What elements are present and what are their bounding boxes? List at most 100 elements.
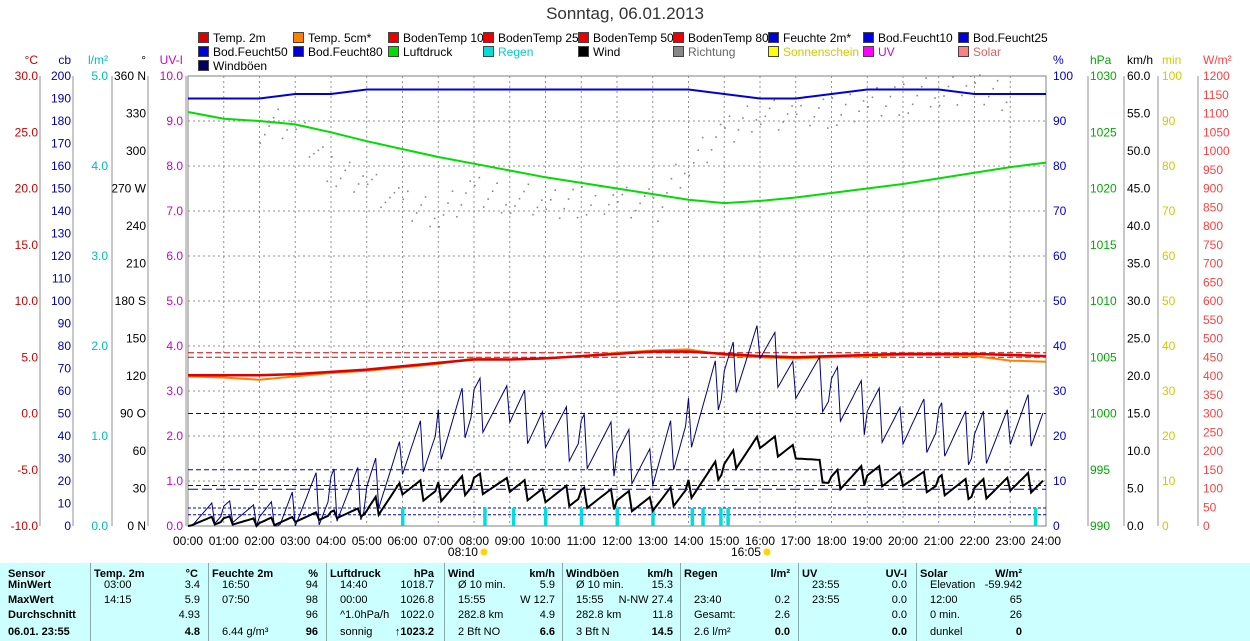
wind-direction-point [643, 195, 646, 197]
legend-label: Bod.Feucht50 [213, 45, 288, 59]
stats-cell: °C [185, 568, 198, 580]
wind-direction-point [929, 106, 932, 108]
wind-direction-point [509, 212, 512, 214]
wind-direction-point [344, 169, 346, 172]
axis-tick-uvi: 8.0 [166, 159, 183, 173]
legend-label: Wind [593, 45, 621, 59]
wind-direction-point [728, 115, 731, 117]
axis-tick-wm2: 1150 [1203, 88, 1229, 102]
axis-unit-rain: l/m² [88, 53, 108, 67]
axis-tick-rain: 5.0 [91, 69, 108, 83]
wind-direction-point [407, 190, 409, 193]
axis-tick-cb: 60 [58, 384, 72, 398]
sunrise-label: 08:10 [448, 545, 478, 559]
x-tick-label: 19:00 [852, 534, 882, 548]
wind-direction-point [469, 180, 472, 182]
stats-cell: 14.5 [651, 626, 673, 638]
wind-direction-point [612, 194, 615, 196]
wind-direction-point [916, 94, 918, 97]
rain-bar [719, 508, 723, 526]
wind-direction-point [456, 216, 458, 218]
x-tick-label: 13:00 [638, 534, 668, 548]
axis-tick-hum: 60 [1053, 249, 1067, 263]
legend-swatch [198, 60, 209, 71]
stats-cell: 3.4 [184, 579, 200, 591]
axis-tick-wm2: 950 [1203, 163, 1223, 177]
axis-tick-dir: 150 [126, 332, 146, 346]
axis-tick-cb: 160 [51, 159, 71, 173]
legend-label: Temp. 2m [213, 31, 266, 45]
axis-unit-dir: ° [141, 53, 146, 67]
wind-direction-point [500, 211, 503, 214]
stats-cell: 4.93 [178, 609, 200, 621]
axis-tick-dir: 240 [126, 219, 146, 233]
wind-direction-point [523, 190, 525, 193]
wind-gust-line [188, 325, 1044, 527]
axis-tick-dir: 30 [133, 482, 147, 496]
axis-tick-wm2: 200 [1203, 444, 1223, 458]
wind-direction-point [773, 99, 775, 102]
axis-unit-cb: cb [58, 53, 71, 67]
axis-tick-kmh: 10.0 [1127, 444, 1151, 458]
wind-direction-point [831, 97, 834, 99]
wind-direction-point [974, 82, 977, 84]
wind-direction-point [818, 107, 820, 109]
rain-bar [401, 508, 405, 526]
axis-tick-cb: 140 [51, 204, 71, 218]
stats-cell: Elevation [930, 579, 976, 591]
wind-direction-point [894, 86, 896, 88]
axis-tick-wm2: 350 [1203, 388, 1223, 402]
wind-direction-point [331, 156, 333, 158]
stats-cell: Regen [684, 568, 718, 580]
axis-tick-uvi: 6.0 [166, 249, 183, 263]
axis-tick-wm2: 0 [1203, 519, 1210, 533]
temp-2m-line [188, 350, 1047, 377]
axis-tick-dir: 330 [126, 107, 146, 121]
wind-direction-point [889, 95, 892, 98]
legend-swatch [293, 32, 304, 43]
wind-direction-point [876, 86, 878, 89]
wind-direction-point [389, 196, 391, 199]
wind-direction-point [715, 136, 717, 138]
wind-direction-point [925, 77, 927, 79]
wind-direction-point [701, 136, 704, 139]
wind-direction-point [706, 161, 708, 164]
wind-direction-point [737, 129, 740, 131]
wind-direction-point [277, 108, 279, 111]
axis-tick-cb: 40 [58, 429, 72, 443]
legend-label: Bod.Feucht10 [878, 31, 953, 45]
axis-tick-hpa: 1000 [1090, 407, 1117, 421]
wind-direction-point [822, 98, 825, 101]
wind-direction-point [375, 173, 378, 176]
stats-cell: 2 Bft NO [458, 626, 501, 638]
x-tick-label: 10:00 [530, 534, 560, 548]
wind-direction-point [786, 113, 789, 115]
axis-tick-min: 10 [1162, 474, 1176, 488]
legend-item: UV [863, 45, 895, 59]
legend-item: BodenTemp 25 [483, 31, 579, 45]
axis-tick-uvi: 10.0 [160, 69, 184, 83]
axis-tick-kmh: 35.0 [1127, 257, 1151, 271]
wind-direction-point [746, 105, 749, 107]
wind-direction-point [326, 180, 329, 183]
stats-cell: 15:55 [576, 594, 604, 606]
legend-item: Bod.Feucht50 [198, 45, 288, 59]
axis-tick-rain: 3.0 [91, 249, 108, 263]
axis-tick-uvi: 0.0 [166, 519, 183, 533]
x-tick-label: 15:00 [709, 534, 739, 548]
axis-tick-kmh: 15.0 [1127, 407, 1151, 421]
axis-tick-hum: 40 [1053, 339, 1067, 353]
axis-tick-hum: 70 [1053, 204, 1067, 218]
axis-tick-hum: 50 [1053, 294, 1067, 308]
legend-swatch [863, 32, 874, 43]
wind-direction-point [858, 110, 860, 112]
legend-label: Feuchte 2m* [783, 31, 852, 45]
wind-direction-point [603, 213, 606, 215]
axis-tick-wm2: 600 [1203, 294, 1223, 308]
wind-direction-point [777, 129, 780, 131]
stats-cell: 1022.0 [400, 609, 434, 621]
x-tick-label: 20:00 [888, 534, 918, 548]
stats-cell: UV [802, 568, 818, 580]
legend-swatch [673, 32, 684, 43]
wind-direction-point [514, 205, 516, 207]
